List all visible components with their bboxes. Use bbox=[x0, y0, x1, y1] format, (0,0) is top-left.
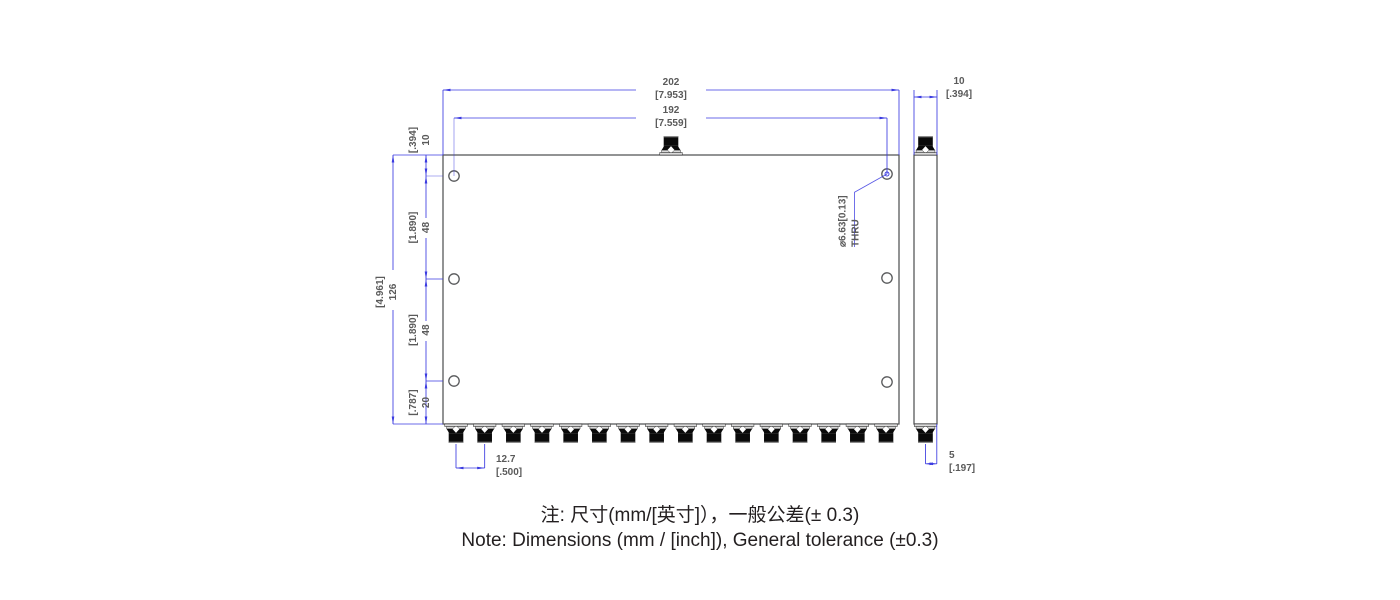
svg-text:48: 48 bbox=[421, 324, 432, 336]
svg-text:5: 5 bbox=[949, 450, 955, 461]
svg-text:⌀6.63[0.13]: ⌀6.63[0.13] bbox=[838, 195, 849, 247]
svg-text:[4.961]: [4.961] bbox=[375, 276, 386, 308]
svg-text:[7.559]: [7.559] bbox=[655, 118, 687, 129]
svg-text:202: 202 bbox=[663, 77, 680, 88]
svg-text:[1.890]: [1.890] bbox=[408, 212, 419, 244]
svg-text:[.394]: [.394] bbox=[946, 89, 972, 100]
svg-text:12.7: 12.7 bbox=[496, 454, 516, 465]
svg-text:10: 10 bbox=[953, 76, 965, 87]
svg-text:192: 192 bbox=[663, 105, 680, 116]
svg-text:[7.953]: [7.953] bbox=[655, 90, 687, 101]
svg-text:[1.890]: [1.890] bbox=[408, 314, 419, 346]
svg-text:48: 48 bbox=[421, 222, 432, 234]
svg-text:[.500]: [.500] bbox=[496, 467, 522, 478]
svg-text:Note: Dimensions (mm / [inch]): Note: Dimensions (mm / [inch]), General … bbox=[461, 530, 938, 551]
svg-text:[.787]: [.787] bbox=[408, 389, 419, 415]
svg-text:[.394]: [.394] bbox=[408, 127, 419, 153]
svg-text:126: 126 bbox=[388, 283, 399, 300]
svg-text:THRU: THRU bbox=[851, 219, 862, 247]
svg-text:20: 20 bbox=[421, 397, 432, 409]
svg-text:10: 10 bbox=[421, 134, 432, 146]
svg-text:注: 尺寸(mm/[英寸]），一般公差(± 0.3): 注: 尺寸(mm/[英寸]），一般公差(± 0.3) bbox=[541, 504, 860, 526]
svg-text:[.197]: [.197] bbox=[949, 463, 975, 474]
